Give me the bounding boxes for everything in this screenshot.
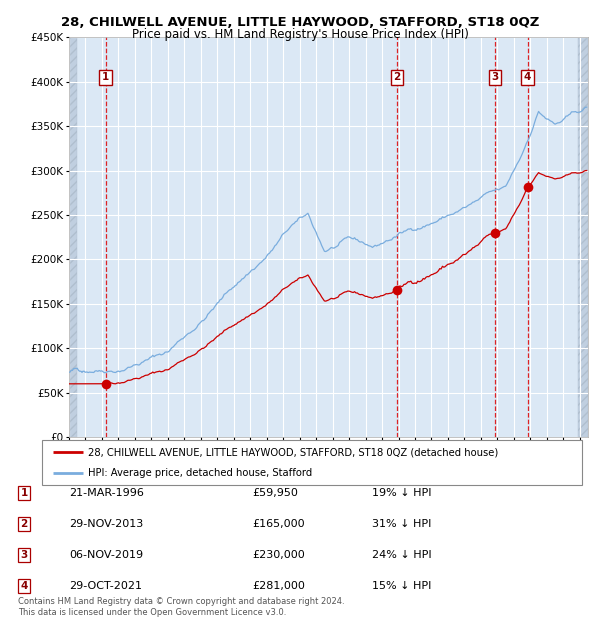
Text: 29-OCT-2021: 29-OCT-2021 [69,581,142,591]
Text: 4: 4 [524,72,531,82]
Text: HPI: Average price, detached house, Stafford: HPI: Average price, detached house, Staf… [88,467,312,478]
Text: 19% ↓ HPI: 19% ↓ HPI [372,488,431,498]
Text: 2: 2 [20,519,28,529]
Text: 21-MAR-1996: 21-MAR-1996 [69,488,144,498]
Text: £281,000: £281,000 [252,581,305,591]
Text: 24% ↓ HPI: 24% ↓ HPI [372,550,431,560]
Text: 28, CHILWELL AVENUE, LITTLE HAYWOOD, STAFFORD, ST18 0QZ: 28, CHILWELL AVENUE, LITTLE HAYWOOD, STA… [61,16,539,29]
Text: 4: 4 [20,581,28,591]
Text: Price paid vs. HM Land Registry's House Price Index (HPI): Price paid vs. HM Land Registry's House … [131,28,469,41]
Text: 15% ↓ HPI: 15% ↓ HPI [372,581,431,591]
Text: 29-NOV-2013: 29-NOV-2013 [69,519,143,529]
Text: Contains HM Land Registry data © Crown copyright and database right 2024.
This d: Contains HM Land Registry data © Crown c… [18,598,344,617]
FancyBboxPatch shape [42,440,582,485]
Text: 06-NOV-2019: 06-NOV-2019 [69,550,143,560]
Text: 3: 3 [491,72,499,82]
Text: 1: 1 [20,488,28,498]
Text: 2: 2 [394,72,401,82]
Text: 1: 1 [102,72,109,82]
Text: 3: 3 [20,550,28,560]
Text: £165,000: £165,000 [252,519,305,529]
Text: £59,950: £59,950 [252,488,298,498]
Text: 28, CHILWELL AVENUE, LITTLE HAYWOOD, STAFFORD, ST18 0QZ (detached house): 28, CHILWELL AVENUE, LITTLE HAYWOOD, STA… [88,447,498,458]
Text: 31% ↓ HPI: 31% ↓ HPI [372,519,431,529]
Text: £230,000: £230,000 [252,550,305,560]
